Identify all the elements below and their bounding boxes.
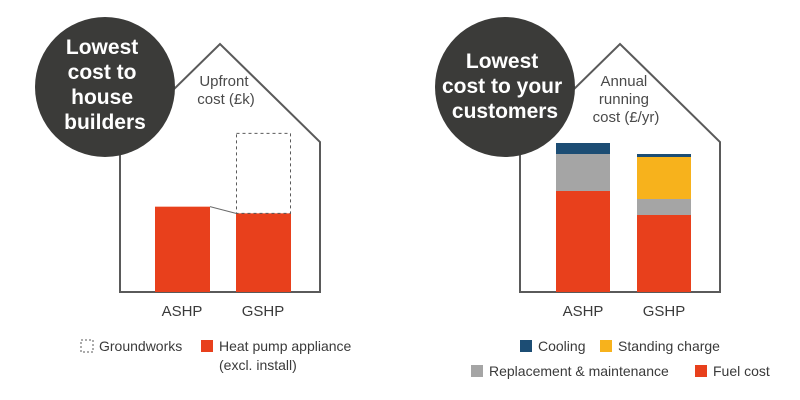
bar-cooling-gshp [637, 154, 691, 157]
dashed-square-swatch-icon [80, 339, 94, 353]
axis-title-line: Annual [601, 73, 648, 90]
bar-fuel-gshp [637, 215, 691, 292]
axis-title-line: cost (£/yr) [593, 109, 660, 126]
bar-replacement-gshp [637, 199, 691, 215]
legend-replacement-label: Replacement & maintenance [489, 363, 669, 379]
legend-cooling-label: Cooling [538, 338, 585, 354]
left-axis-title: Upfront cost (£k) [197, 73, 255, 108]
left-badge-line: Lowest [66, 36, 138, 59]
left-category-label-gshp: GSHP [242, 303, 285, 320]
right-badge-text: Lowest cost to your customers [442, 50, 568, 123]
bar-groundworks-gshp [236, 132, 291, 214]
right-badge-line: customers [452, 100, 558, 123]
left-badge-text: Lowest cost to house builders [64, 36, 146, 134]
bar-cooling-ashp [556, 143, 610, 154]
bar-appliance-ashp [155, 206, 210, 292]
legend-groundworks-label: Groundworks [99, 338, 182, 354]
left-badge-line: house [71, 86, 133, 109]
right-panel: Lowest cost to your customers Annual run… [435, 17, 770, 379]
left-badge [35, 17, 175, 157]
legend-cooling-swatch [520, 340, 532, 352]
left-panel: Lowest cost to house builders Upfront co… [35, 17, 352, 373]
left-bar-group [155, 132, 291, 292]
left-category-label-ashp: ASHP [162, 303, 203, 320]
legend-fuel-label: Fuel cost [713, 363, 770, 379]
right-badge [435, 17, 575, 157]
bar-standing-gshp [637, 157, 691, 199]
left-badge-line: cost to [68, 61, 137, 84]
legend-appliance-swatch [201, 340, 213, 352]
axis-title-line: cost (£k) [197, 91, 255, 108]
legend-appliance-sublabel: (excl. install) [219, 357, 297, 373]
legend-replacement-swatch [471, 365, 483, 377]
left-badge-line: builders [64, 111, 146, 134]
legend-appliance-label: Heat pump appliance [219, 338, 352, 354]
right-category-label-ashp: ASHP [563, 303, 604, 320]
legend-standing-label: Standing charge [618, 338, 720, 354]
axis-title-line: Upfront [199, 73, 249, 90]
right-badge-line: cost to your [442, 75, 562, 98]
bar-replacement-ashp [556, 154, 610, 191]
appliance-connector-line [209, 206, 237, 214]
bar-fuel-ashp [556, 191, 610, 292]
right-category-label-gshp: GSHP [643, 303, 686, 320]
axis-title-line: running [599, 91, 649, 108]
legend-standing-swatch [600, 340, 612, 352]
right-axis-title: Annual running cost (£/yr) [593, 73, 660, 126]
legend-fuel-swatch [695, 365, 707, 377]
right-badge-line: Lowest [466, 50, 538, 73]
bar-appliance-gshp [236, 213, 291, 292]
right-bar-group [556, 143, 691, 292]
